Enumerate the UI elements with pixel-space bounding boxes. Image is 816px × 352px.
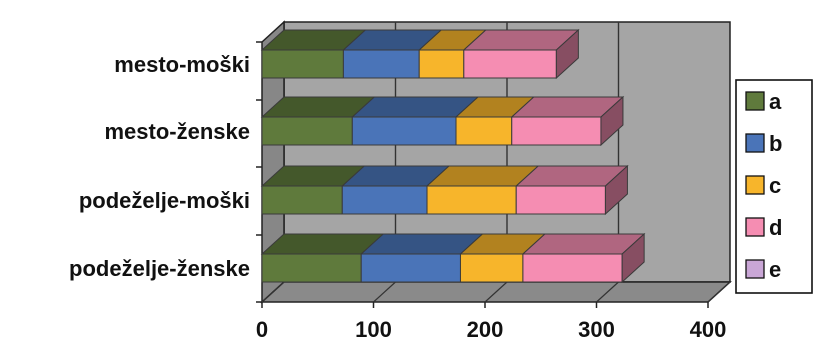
bar-side-d [600,95,624,147]
x-tick-label: 300 [578,317,615,342]
category-labels: mesto-moški mesto-ženske podeželje-moški po… [69,52,250,281]
bar-b [351,116,457,146]
bar-b [360,253,461,283]
legend-swatch-b [745,133,765,153]
category-label: podeželje-moški [79,188,250,213]
x-tick-label: 200 [467,317,504,342]
legend-label-d: d [769,215,782,240]
floor-gridline [707,281,731,303]
bar-a [261,116,353,146]
bar-d [515,185,606,215]
bar-b [342,49,420,79]
x-tick-label: 100 [355,317,392,342]
bar-a [261,49,344,79]
bar-side-d [621,232,645,284]
legend-label-e: e [769,257,781,282]
legend-label-a: a [769,89,782,114]
bar-side-d [555,28,579,80]
bars [260,28,646,284]
bar-side-d [604,164,628,216]
legend-swatch-e [745,259,765,279]
floor-gridline [261,281,285,303]
category-label: mesto-ženske [104,119,250,144]
x-tick-labels: 0 100 200 300 400 [256,317,726,342]
bar-a [261,185,343,215]
bar-b [341,185,428,215]
floor-gridline [596,281,619,303]
legend-swatch-c [745,175,765,195]
floor-gridline [484,281,508,303]
bar-c [459,253,524,283]
legend-swatch-a [745,91,765,111]
category-label: mesto-moški [114,52,250,77]
legend-label-c: c [769,173,781,198]
bar-c [418,49,465,79]
bar-c [455,116,513,146]
bar-c [426,185,517,215]
bar-a [261,253,362,283]
bar-d [463,49,557,79]
x-tick-label: 0 [256,317,268,342]
legend-label-b: b [769,131,782,156]
legend-swatch-d [745,217,765,237]
x-tick-label: 400 [690,317,727,342]
bar-d [511,116,602,146]
bar-d [522,253,623,283]
floor-gridline [373,281,396,303]
category-label: podeželje-ženske [69,256,250,281]
